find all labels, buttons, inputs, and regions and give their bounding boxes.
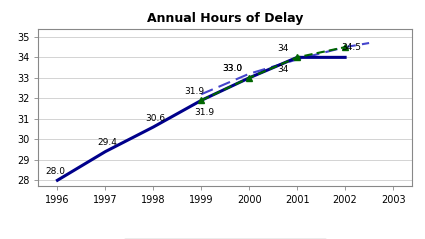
Text: 34: 34 [277,44,289,53]
Text: 34.5: 34.5 [341,43,361,52]
Text: 31.9: 31.9 [184,87,204,96]
Text: 29.4: 29.4 [98,138,118,147]
Text: 30.6: 30.6 [146,114,166,123]
Text: 33.0: 33.0 [222,64,243,73]
Title: Annual Hours of Delay: Annual Hours of Delay [147,12,303,25]
Text: 31.9: 31.9 [194,108,214,117]
Text: 28.0: 28.0 [45,167,65,176]
Text: 33.0: 33.0 [222,64,243,73]
Text: 34: 34 [277,65,289,74]
